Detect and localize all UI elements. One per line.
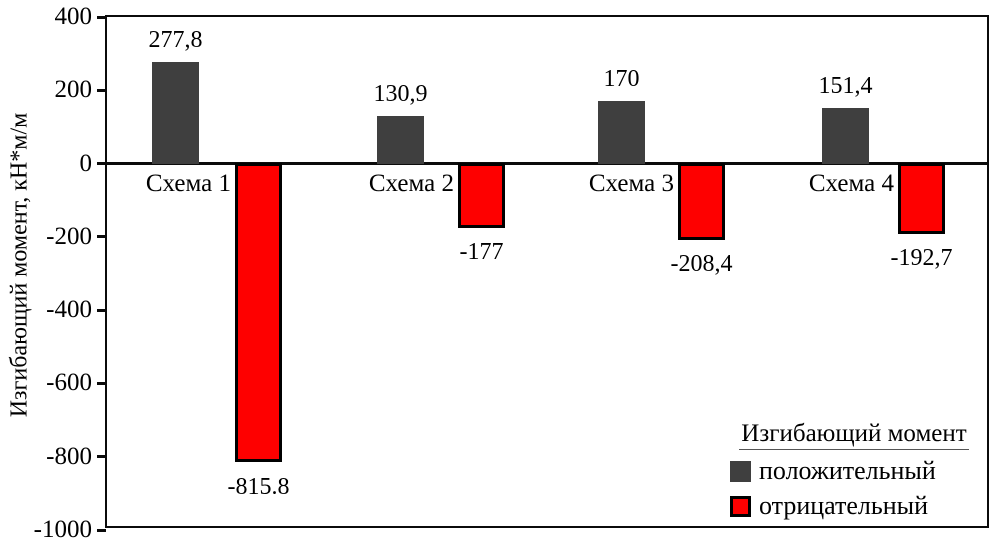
y-tick-label: -1000 bbox=[33, 516, 92, 543]
legend-title: Изгибающий момент bbox=[739, 420, 969, 450]
y-tick-label: 400 bbox=[54, 3, 93, 30]
y-tick-mark bbox=[97, 162, 106, 166]
bar-negative-3 bbox=[678, 162, 725, 240]
category-label: Схема 1 bbox=[145, 169, 231, 197]
y-tick-label: 0 bbox=[79, 149, 93, 177]
bar-value-label: 151,4 bbox=[818, 73, 873, 100]
y-tick-mark bbox=[97, 308, 106, 312]
bar-negative-4 bbox=[898, 162, 945, 235]
legend: Изгибающий момент положительный отрицател… bbox=[718, 420, 990, 520]
bar-negative-2 bbox=[458, 162, 505, 229]
y-tick-label: 200 bbox=[54, 76, 93, 104]
y-tick-mark bbox=[97, 235, 106, 239]
bar-positive-3 bbox=[598, 101, 645, 164]
bar-positive-4 bbox=[822, 108, 869, 164]
category-label: Схема 4 bbox=[808, 169, 894, 197]
bar-value-label: -177 bbox=[459, 239, 504, 266]
bar-value-label: -192,7 bbox=[890, 245, 953, 272]
bar-value-label: -815.8 bbox=[227, 473, 290, 500]
y-tick-mark bbox=[97, 15, 106, 19]
bar-positive-2 bbox=[377, 115, 424, 164]
y-tick-label: -600 bbox=[46, 369, 92, 397]
bar-value-label: 277,8 bbox=[148, 26, 203, 53]
legend-item-label: положительный bbox=[759, 456, 936, 485]
y-tick-mark bbox=[97, 381, 106, 385]
y-tick-label: -200 bbox=[46, 222, 92, 250]
bar-value-label: -208,4 bbox=[670, 250, 733, 277]
bar-value-label: 130,9 bbox=[373, 80, 428, 107]
legend-item-1: положительный bbox=[718, 457, 990, 485]
legend-title-row: Изгибающий момент bbox=[718, 420, 990, 450]
legend-item-label: отрицательный bbox=[759, 491, 929, 520]
plot-area: 277,8 -815.8 Схема 1 130,9 -177 Схема 2 170 -20… bbox=[105, 15, 989, 528]
y-tick-mark bbox=[97, 88, 106, 92]
zero-axis-line bbox=[107, 162, 987, 166]
bar-positive-1 bbox=[152, 61, 199, 164]
y-tick-mark bbox=[97, 528, 106, 532]
bar-negative-1 bbox=[235, 162, 282, 463]
category-label: Схема 3 bbox=[588, 169, 674, 197]
y-tick-label: -800 bbox=[46, 442, 92, 470]
y-tick-mark bbox=[97, 455, 106, 459]
legend-item-2: отрицательный bbox=[718, 492, 990, 520]
negative-swatch-icon bbox=[730, 495, 751, 517]
bar-value-label: 170 bbox=[603, 66, 640, 93]
category-label: Схема 2 bbox=[368, 169, 454, 197]
y-tick-label: -400 bbox=[46, 296, 92, 324]
positive-swatch-icon bbox=[730, 460, 751, 482]
